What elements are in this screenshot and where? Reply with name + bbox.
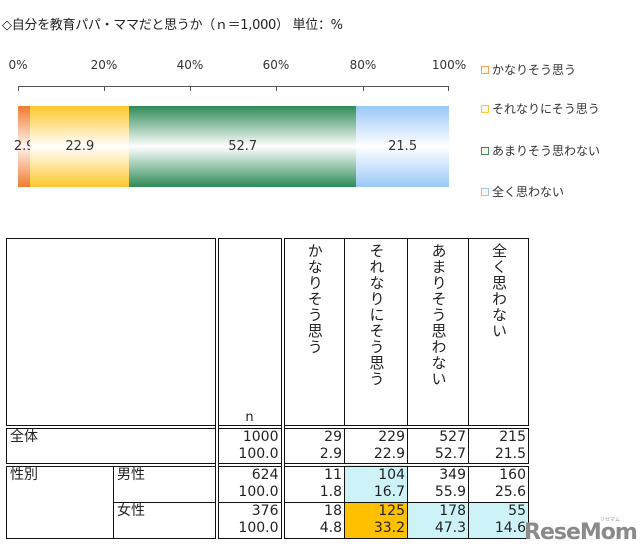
crosstab-table: n かなりそう思う それなりにそう思う あまりそう思わない 全く思わない 全体 … xyxy=(6,238,529,539)
stacked-bar: 2.9 22.9 52.7 21.5 xyxy=(14,106,449,187)
data-cell: 11 1.8 xyxy=(280,463,345,503)
tick-label-100: 100% xyxy=(431,58,467,72)
col-header-somewhat-agree: それなりにそう思う xyxy=(344,238,408,428)
tick-label-80: 80% xyxy=(349,58,377,72)
x-axis-line xyxy=(18,86,449,87)
axis-tick xyxy=(190,86,191,91)
legend-item-somewhat-disagree: あまりそう思わない xyxy=(481,142,600,159)
legend-swatch-icon xyxy=(481,187,489,196)
bar-value-label: 21.5 xyxy=(388,139,418,154)
bar-value-label: 2.9 xyxy=(13,139,35,154)
axis-tick xyxy=(104,86,105,91)
n-header: n xyxy=(214,238,283,428)
tick-label-20: 20% xyxy=(90,58,118,72)
data-cell: 29 2.9 xyxy=(280,425,345,466)
tick-label-60: 60% xyxy=(262,58,290,72)
row-label-total: 全体 xyxy=(6,425,217,466)
tick-label-0: 0% xyxy=(8,58,28,72)
row-label-female: 女性 xyxy=(113,501,217,539)
col-header-strongly-disagree: 全く思わない xyxy=(468,238,529,428)
table-row-male: 性別 男性 624 100.0 11 1.8 104 16.7 349 55.9 160… xyxy=(6,463,529,539)
n-cell: 624 100.0 xyxy=(214,463,283,503)
data-cell-highlight-low: 178 47.3 xyxy=(407,501,469,539)
bar-value-label: 22.9 xyxy=(65,139,95,154)
data-cell: 215 21.5 xyxy=(468,425,529,466)
col-header-somewhat-disagree: あまりそう思わない xyxy=(407,238,469,428)
axis-tick xyxy=(448,86,449,91)
row-group-gender: 性別 xyxy=(6,463,114,539)
data-cell-highlight-low: 104 16.7 xyxy=(344,463,408,503)
data-cell: 18 4.8 xyxy=(280,501,345,539)
chart-title: ◇自分を教育パパ・ママだと思うか（ｎ＝1,000） 単位：% xyxy=(2,18,343,33)
bar-value-label: 52.7 xyxy=(228,139,258,154)
data-cell: 349 55.9 xyxy=(407,463,469,503)
data-cell: 229 22.9 xyxy=(344,425,408,466)
n-cell: 1000 100.0 xyxy=(214,425,283,466)
bar-segment-somewhat-agree: 22.9 xyxy=(30,106,130,187)
header-blank xyxy=(6,238,217,428)
legend-swatch-icon xyxy=(481,146,489,155)
legend-item-strongly-agree: かなりそう思う xyxy=(481,61,576,78)
n-cell: 376 100.0 xyxy=(214,501,283,539)
axis-tick xyxy=(18,86,19,91)
bar-segment-strongly-agree: 2.9 xyxy=(14,106,35,187)
table-row-total: 全体 1000 100.0 29 2.9 229 22.9 527 52.7 215 21… xyxy=(6,425,529,466)
data-cell-highlight-low: 55 14.6 xyxy=(468,501,529,539)
legend-swatch-icon xyxy=(481,104,489,113)
row-label-male: 男性 xyxy=(113,463,217,503)
table-row-female: 女性 376 100.0 18 4.8 125 33.2 178 47.3 55 14.6 xyxy=(7,501,529,539)
data-cell: 160 25.6 xyxy=(468,463,529,503)
legend-item-somewhat-agree: それなりにそう思う xyxy=(481,100,600,117)
tick-label-40: 40% xyxy=(176,58,204,72)
bar-segment-strongly-disagree: 21.5 xyxy=(356,106,449,187)
col-header-strongly-agree: かなりそう思う xyxy=(280,238,345,428)
axis-tick xyxy=(363,86,364,91)
legend-item-strongly-disagree: 全く思わない xyxy=(481,183,564,200)
resemom-logo: ReseMom xyxy=(524,520,638,545)
legend-swatch-icon xyxy=(481,65,489,74)
data-cell-highlight-high: 125 33.2 xyxy=(344,501,408,539)
axis-tick xyxy=(276,86,277,91)
data-cell: 527 52.7 xyxy=(407,425,469,466)
watermark-sub: リセマム xyxy=(600,517,621,523)
bar-segment-somewhat-disagree: 52.7 xyxy=(129,106,357,187)
